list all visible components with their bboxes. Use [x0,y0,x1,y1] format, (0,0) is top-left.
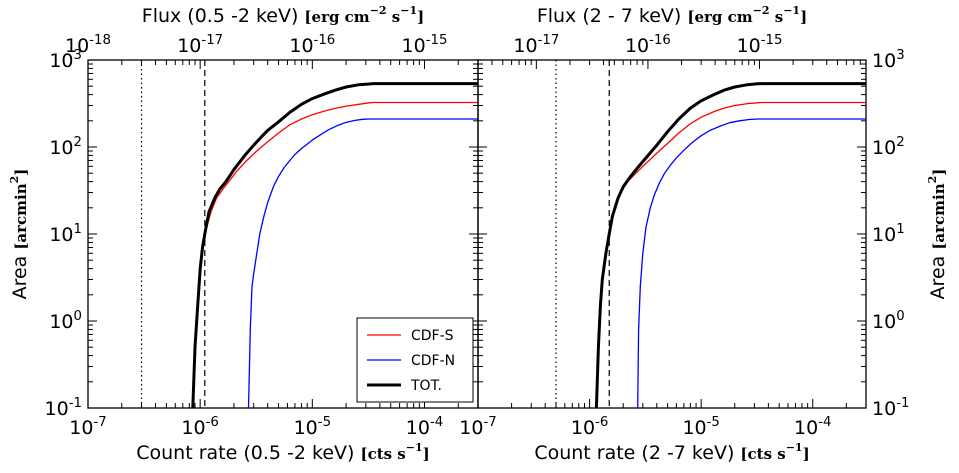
plot-frame [477,59,867,409]
y-tick-label: 101 [49,222,82,246]
left-panel: 10-7 10-6 10-5 10-4 10-18 10-17 10-16 10-15 10-1… [8,4,479,464]
x-tick-label: 10-7 [69,415,106,439]
top-tick-label: 10-16 [289,33,335,57]
top-tick-label: 10-15 [737,33,783,57]
x-axis-label: Count rate (2 -7 keV) [cts s−1] [534,441,809,464]
y-axis-label: Area [arcmin2] [926,169,949,300]
x-tick-label: 10-4 [406,415,443,439]
y-tick-label: 100 [49,309,82,333]
series-tot [594,82,866,408]
top-tick-label: 10-17 [177,33,223,57]
top-tick-label: 10-18 [65,33,111,57]
legend-label-cdf-n: CDF-N [411,353,455,369]
legend-label-tot: TOT. [410,378,442,394]
x-tick-label: 10-6 [571,415,608,439]
series-cdf-n [247,118,478,408]
y-tick-label: 100 [872,309,905,333]
series-tot [191,82,478,408]
top-tick-label: 10-16 [625,33,671,57]
x-tick-label: 10-4 [794,415,831,439]
top-tick-label: 10-17 [513,33,559,57]
top-axis-label: Flux (2 - 7 keV) [erg cm−2 s−1] [537,4,807,27]
legend-label-cdf-s: CDF-S [411,328,454,344]
x-tick-label: 10-7 [459,415,496,439]
legend: CDF-S CDF-N TOT. [356,317,474,403]
y-tick-label: 10-1 [872,396,909,420]
x-axis-label: Count rate (0.5 -2 keV) [cts s−1] [136,441,429,464]
right-panel: 10-7 10-6 10-5 10-4 10-17 10-16 10-15 10-1 100 10… [459,4,949,464]
series-cdf-s [608,101,866,235]
series-cdf-n [637,118,866,408]
y-tick-label: 10-1 [45,396,82,420]
x-tick-label: 10-6 [181,415,218,439]
x-tick-label: 10-5 [294,415,331,439]
y-tick-label: 103 [872,48,905,72]
top-axis-label: Flux (0.5 -2 keV) [erg cm−2 s−1] [142,4,424,27]
x-tick-label: 10-5 [682,415,719,439]
top-tick-label: 10-15 [402,33,448,57]
y-tick-label: 101 [872,222,905,246]
y-axis-label: Area [arcmin2] [8,169,31,300]
series-cdf-s [204,101,478,235]
y-tick-label: 103 [49,48,82,72]
y-tick-label: 102 [49,135,82,159]
y-tick-label: 102 [872,135,905,159]
